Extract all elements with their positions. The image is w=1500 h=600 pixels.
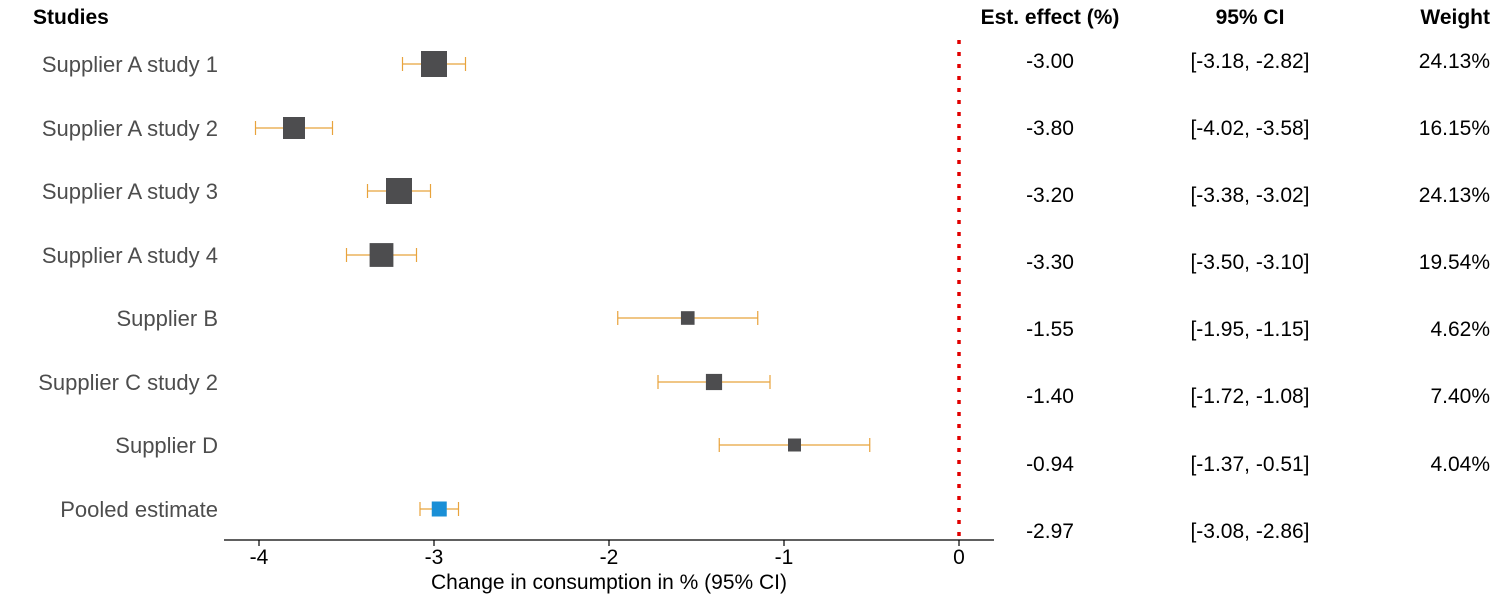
- study-estimate-box: [680, 311, 695, 325]
- x-tick-label: 0: [953, 546, 965, 569]
- study-label: Supplier C study 2: [38, 370, 218, 395]
- x-axis: -4 -3 -2 -1 0 Change in consumption in % (95…: [224, 539, 994, 594]
- ci-value: [-1.72, -1.08]: [1190, 385, 1309, 408]
- x-tick-label: -4: [250, 546, 269, 569]
- header-effect: Est. effect (%): [981, 6, 1120, 29]
- header-studies: Studies: [33, 6, 109, 29]
- study-row: Supplier A study 1 -3.00 [-3.18, -2.82] 24.…: [42, 50, 1490, 77]
- study-label: Supplier A study 4: [42, 243, 218, 268]
- study-rows: Supplier A study 1 -3.00 [-3.18, -2.82] 24.…: [38, 50, 1490, 543]
- effect-value: -0.94: [1026, 453, 1074, 476]
- ci-value: [-1.37, -0.51]: [1190, 453, 1309, 476]
- ci-value: [-1.95, -1.15]: [1190, 318, 1309, 341]
- weight-value: 4.62%: [1430, 318, 1490, 341]
- header-ci: 95% CI: [1216, 6, 1285, 29]
- weight-value: 7.40%: [1430, 385, 1490, 408]
- study-row: Supplier A study 4 -3.30 [-3.50, -3.10] 19.…: [42, 243, 1490, 274]
- pooled-estimate-box: [431, 501, 447, 517]
- study-estimate-box: [283, 117, 305, 139]
- study-label: Supplier B: [116, 306, 218, 331]
- study-label: Supplier A study 3: [42, 179, 218, 204]
- effect-value: -3.30: [1026, 251, 1074, 274]
- pooled-label: Pooled estimate: [60, 497, 218, 522]
- study-estimate-box: [705, 373, 723, 391]
- ci-value: [-3.18, -2.82]: [1190, 50, 1309, 73]
- study-row: Supplier B -1.55 [-1.95, -1.15] 4.62%: [116, 306, 1490, 341]
- pooled-ci-value: [-3.08, -2.86]: [1190, 520, 1309, 543]
- x-axis-title: Change in consumption in % (95% CI): [431, 571, 787, 594]
- effect-value: -1.55: [1026, 318, 1074, 341]
- weight-value: 24.13%: [1419, 184, 1490, 207]
- x-tick-label: -3: [425, 546, 444, 569]
- header-weight: Weight: [1420, 6, 1490, 29]
- pooled-row: Pooled estimate -2.97 [-3.08, -2.86]: [60, 497, 1309, 543]
- effect-value: -1.40: [1026, 385, 1074, 408]
- weight-value: 19.54%: [1419, 251, 1490, 274]
- weight-value: 16.15%: [1419, 117, 1490, 140]
- ci-value: [-4.02, -3.58]: [1190, 117, 1309, 140]
- x-tick-label: -2: [600, 546, 619, 569]
- ci-value: [-3.38, -3.02]: [1190, 184, 1309, 207]
- study-row: Supplier A study 2 -3.80 [-4.02, -3.58] 16.…: [42, 116, 1490, 141]
- study-row: Supplier C study 2 -1.40 [-1.72, -1.08] 7.4…: [38, 370, 1490, 408]
- study-label: Supplier D: [115, 433, 218, 458]
- study-label: Supplier A study 1: [42, 52, 218, 77]
- pooled-effect-value: -2.97: [1026, 520, 1074, 543]
- study-estimate-box: [787, 438, 802, 452]
- study-estimate-box: [421, 51, 447, 77]
- effect-value: -3.20: [1026, 184, 1074, 207]
- study-estimate-box: [386, 178, 412, 204]
- ci-value: [-3.50, -3.10]: [1190, 251, 1309, 274]
- study-row: Supplier D -0.94 [-1.37, -0.51] 4.04%: [115, 433, 1490, 476]
- effect-value: -3.00: [1026, 50, 1074, 73]
- study-estimate-box: [369, 243, 394, 267]
- weight-value: 24.13%: [1419, 50, 1490, 73]
- study-label: Supplier A study 2: [42, 116, 218, 141]
- weight-value: 4.04%: [1430, 453, 1490, 476]
- study-row: Supplier A study 3 -3.20 [-3.38, -3.02] 24.…: [42, 178, 1490, 207]
- x-axis-ticks: -4 -3 -2 -1 0: [250, 540, 965, 569]
- x-tick-label: -1: [775, 546, 794, 569]
- effect-value: -3.80: [1026, 117, 1074, 140]
